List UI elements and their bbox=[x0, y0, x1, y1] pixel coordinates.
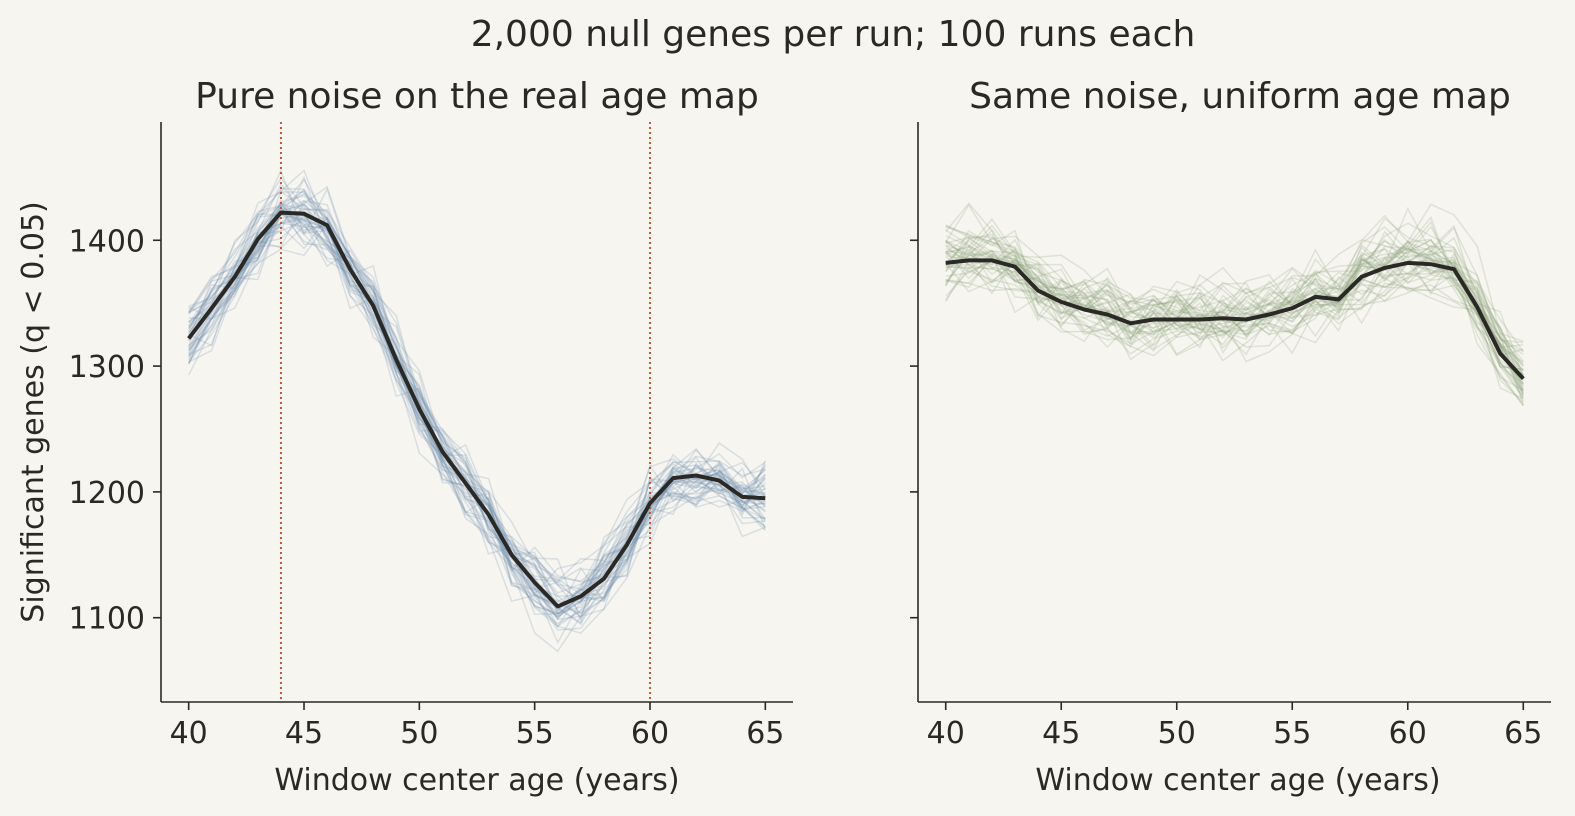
left-panel-run-line bbox=[188, 194, 766, 595]
right-panel-run-line bbox=[945, 215, 1524, 353]
left-panel-title: Pure noise on the real age map bbox=[195, 76, 759, 117]
right-panel-run-line bbox=[945, 245, 1524, 379]
right-panel-x-tick-label: 40 bbox=[927, 716, 965, 751]
right-panel-x-tick-label: 55 bbox=[1273, 716, 1311, 751]
right-panel-runs bbox=[945, 202, 1525, 407]
left-panel-y-tick-label: 1400 bbox=[69, 224, 145, 259]
right-panel-run-line bbox=[945, 248, 1524, 381]
left-panel-run-line bbox=[188, 217, 767, 616]
left-panel-run-line bbox=[188, 200, 766, 615]
right-panel-run-line bbox=[945, 217, 1524, 352]
right-panel-run-line bbox=[945, 239, 1524, 348]
left-panel-run-line bbox=[188, 178, 766, 623]
left-panel-run-line bbox=[188, 201, 766, 621]
left-panel-run-line bbox=[188, 215, 766, 615]
left-panel-run-line bbox=[188, 214, 766, 626]
right-panel: Same noise, uniform age map Window cente… bbox=[910, 76, 1551, 798]
left-panel-run-line bbox=[188, 177, 766, 582]
right-panel-run-line bbox=[945, 252, 1524, 393]
left-panel-run-line bbox=[188, 169, 766, 583]
figure-suptitle: 2,000 null genes per run; 100 runs each bbox=[471, 14, 1196, 55]
left-panel-x-tick-label: 45 bbox=[285, 716, 323, 751]
right-panel-run-line bbox=[945, 245, 1524, 391]
left-panel-run-line bbox=[188, 191, 766, 612]
right-panel-run-line bbox=[945, 253, 1524, 402]
right-panel-run-line bbox=[945, 246, 1524, 398]
right-panel-run-line bbox=[945, 224, 1524, 357]
left-panel-x-tick-label: 55 bbox=[516, 716, 554, 751]
left-panel: Pure noise on the real age map Window ce… bbox=[16, 76, 793, 798]
right-panel-run-line bbox=[945, 236, 1524, 395]
left-panel-x-tick-label: 60 bbox=[631, 716, 669, 751]
left-panel-run-line bbox=[188, 185, 766, 612]
right-panel-run-line bbox=[945, 251, 1524, 375]
left-panel-x-tick-label: 65 bbox=[746, 716, 784, 751]
right-panel-run-line bbox=[945, 254, 1524, 407]
right-panel-run-line bbox=[945, 228, 1524, 355]
left-panel-run-line bbox=[188, 192, 766, 606]
right-panel-run-line bbox=[945, 229, 1524, 397]
right-panel-run-line bbox=[945, 245, 1524, 407]
right-panel-run-line bbox=[945, 230, 1524, 372]
right-panel-run-line bbox=[945, 240, 1524, 367]
left-panel-x-tick-label: 40 bbox=[170, 716, 208, 751]
right-panel-run-line bbox=[945, 222, 1524, 366]
left-panel-run-line bbox=[188, 211, 766, 594]
left-panel-run-line bbox=[188, 219, 766, 629]
right-panel-run-line bbox=[945, 203, 1524, 343]
left-panel-x-tick-label: 50 bbox=[400, 716, 438, 751]
right-panel-run-line bbox=[945, 235, 1524, 363]
left-panel-y-tick-label: 1100 bbox=[69, 602, 145, 637]
right-panel-mean-line bbox=[945, 258, 1525, 381]
right-panel-run-line bbox=[945, 202, 1525, 377]
right-panel-run-line bbox=[945, 252, 1524, 394]
right-panel-run-line bbox=[945, 236, 1524, 363]
left-panel-run-line bbox=[188, 211, 766, 615]
left-panel-run-line bbox=[188, 221, 766, 625]
left-panel-run-line bbox=[188, 216, 766, 653]
right-panel-run-line bbox=[945, 203, 1524, 396]
right-panel-run-line bbox=[945, 229, 1524, 371]
right-panel-run-line bbox=[945, 258, 1524, 392]
left-panel-run-line bbox=[188, 168, 766, 609]
right-panel-run-line bbox=[945, 238, 1524, 385]
left-panel-mean-line bbox=[187, 210, 766, 609]
left-panel-y-axis-label: Significant genes (q < 0.05) bbox=[16, 201, 51, 622]
right-panel-x-tick-label: 60 bbox=[1389, 716, 1427, 751]
right-panel-x-tick-label: 65 bbox=[1504, 716, 1542, 751]
left-panel-x-axis-label: Window center age (years) bbox=[274, 763, 679, 798]
left-panel-y-tick-label: 1200 bbox=[69, 476, 145, 511]
left-panel-run-line bbox=[188, 203, 766, 609]
right-panel-run-line bbox=[945, 233, 1524, 386]
right-panel-run-line bbox=[945, 254, 1524, 400]
left-panel-run-line bbox=[188, 205, 766, 590]
right-panel-run-line bbox=[945, 206, 1524, 344]
left-panel-run-line bbox=[188, 190, 766, 596]
right-panel-run-line bbox=[945, 256, 1524, 371]
right-panel-x-tick-label: 50 bbox=[1158, 716, 1196, 751]
right-panel-run-line bbox=[945, 225, 1524, 376]
right-panel-x-tick-label: 45 bbox=[1042, 716, 1080, 751]
right-panel-run-line bbox=[945, 249, 1524, 388]
right-panel-run-line bbox=[945, 237, 1524, 376]
left-panel-run-line bbox=[188, 214, 766, 616]
right-panel-run-line bbox=[945, 245, 1524, 379]
right-panel-x-axis-label: Window center age (years) bbox=[1035, 763, 1440, 798]
right-panel-run-line bbox=[945, 250, 1524, 399]
left-panel-run-line bbox=[188, 175, 766, 603]
left-panel-run-line bbox=[188, 202, 766, 603]
right-panel-run-line bbox=[945, 244, 1525, 406]
left-panel-y-tick-label: 1300 bbox=[69, 350, 145, 385]
right-panel-run-line bbox=[945, 220, 1524, 384]
right-panel-run-line bbox=[945, 256, 1524, 391]
right-panel-title: Same noise, uniform age map bbox=[969, 76, 1511, 117]
